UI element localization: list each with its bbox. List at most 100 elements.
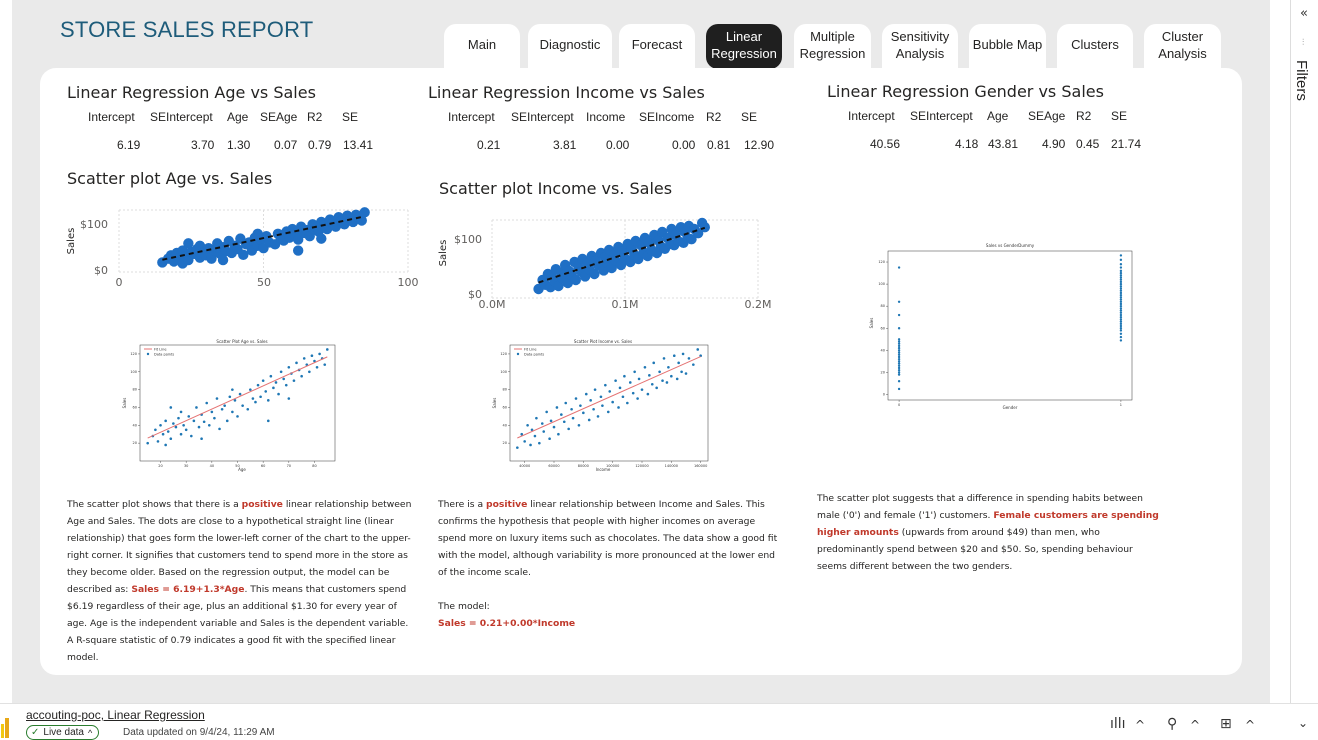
scatter-point[interactable]: [183, 238, 193, 248]
figure-point: [1120, 327, 1122, 329]
gender-regression-title: Linear Regression Gender vs Sales: [827, 82, 1104, 101]
table-cell: 0.21: [477, 138, 500, 152]
figure-point: [303, 357, 306, 360]
figure-y-label: Sales: [869, 318, 874, 329]
double-chevron-left-icon[interactable]: «: [1300, 6, 1308, 21]
figure-point: [696, 348, 699, 351]
figure-point: [1120, 325, 1122, 327]
figure-point: [541, 422, 544, 425]
format-brush-icon[interactable]: ⚲: [1167, 716, 1177, 732]
figure-point: [556, 406, 559, 409]
figure-point: [647, 393, 650, 396]
table-cell: 0.45: [1076, 137, 1099, 151]
scatter-point[interactable]: [700, 222, 710, 232]
filters-pane-collapsed[interactable]: « ⫶ Filters: [1290, 0, 1318, 705]
figure-point: [180, 411, 183, 414]
figure-point: [579, 404, 582, 407]
tab-clusters[interactable]: Clusters: [1057, 24, 1133, 69]
scatter-point[interactable]: [359, 207, 369, 217]
y-tick-label: $100: [454, 233, 482, 246]
y-tick-label: $100: [80, 218, 108, 231]
figure-point: [898, 314, 900, 316]
figure-point: [550, 420, 553, 423]
figure-point: [270, 375, 273, 378]
chevron-up-icon[interactable]: ^: [1245, 718, 1255, 732]
x-tick-label: 40000: [519, 464, 530, 468]
y-tick-label: 100: [500, 370, 507, 374]
legend-fit-label: Fit Line: [524, 348, 537, 352]
age-scatter-chart[interactable]: Sales $100 $0 0 50 100: [60, 196, 430, 296]
chevron-down-icon[interactable]: ⌄: [1298, 716, 1308, 730]
chevron-up-icon[interactable]: ^: [1135, 718, 1145, 732]
tab-sensitivity-analysis[interactable]: Sensitivity Analysis: [882, 24, 958, 69]
live-data-badge[interactable]: ✓ Live data ^: [26, 725, 99, 740]
tab-forecast[interactable]: Forecast: [619, 24, 695, 69]
figure-point: [236, 415, 239, 418]
figure-point: [164, 444, 167, 447]
scatter-point[interactable]: [316, 233, 326, 243]
scatter-point[interactable]: [218, 255, 228, 265]
figure-point: [898, 369, 900, 371]
figure-point: [655, 387, 658, 390]
add-visual-icon[interactable]: ⊞: [1220, 716, 1232, 732]
fit-line: [517, 357, 700, 438]
figure-point: [663, 357, 666, 360]
tab-multiple-regression[interactable]: Multiple Regression: [794, 24, 871, 69]
figure-point: [246, 408, 249, 411]
figure-point: [182, 424, 185, 427]
x-tick-label: 100000: [606, 464, 619, 468]
figure-point: [585, 393, 588, 396]
figure-point: [211, 411, 214, 414]
figure-point: [898, 347, 900, 349]
tab-linear-regression[interactable]: Linear Regression: [706, 24, 782, 69]
figure-point: [553, 426, 556, 429]
figure-point: [1120, 259, 1122, 261]
x-tick-label: 60: [261, 464, 265, 468]
report-name-link[interactable]: accouting-poc, Linear Regression: [26, 708, 205, 722]
figure-point: [619, 387, 622, 390]
y-tick-label: 40: [503, 423, 507, 427]
figure-point: [592, 408, 595, 411]
y-axis-label: Sales: [438, 240, 449, 267]
figure-title: Scatter Plot Age vs. Sales: [216, 339, 267, 344]
figure-point: [608, 390, 611, 393]
filters-label[interactable]: Filters: [1293, 60, 1310, 101]
table-cell: 6.19: [117, 138, 140, 152]
figure-point: [575, 397, 578, 400]
figure-point: [169, 406, 172, 409]
table-header: SEAge: [260, 110, 297, 124]
figure-point: [611, 401, 614, 404]
table-header: SEIntercept: [511, 110, 574, 124]
figure-point: [180, 433, 183, 436]
table-cell: 4.90: [1042, 137, 1065, 151]
figure-point: [1120, 298, 1122, 300]
figure-point: [673, 354, 676, 357]
figure-point: [680, 370, 683, 373]
figure-point: [1120, 294, 1122, 296]
x-tick-label: 100: [398, 276, 419, 289]
figure-point: [231, 388, 234, 391]
age-description: The scatter plot shows that there is a p…: [67, 496, 412, 666]
figure-point: [213, 417, 216, 420]
figure-point: [898, 349, 900, 351]
figure-point: [1120, 329, 1122, 331]
tab-bubble-map[interactable]: Bubble Map: [969, 24, 1046, 69]
chevron-up-icon[interactable]: ^: [1190, 718, 1200, 732]
scatter-point[interactable]: [293, 245, 303, 255]
tab-cluster-analysis[interactable]: Cluster Analysis: [1144, 24, 1221, 69]
tab-diagnostic[interactable]: Diagnostic: [528, 24, 612, 69]
visual-bars-icon[interactable]: ıllı: [1110, 716, 1126, 732]
gender-python-figure: Sales vs GenderDummy Gender Sales 0 20 40 6…: [840, 213, 1140, 413]
figure-point: [1120, 276, 1122, 278]
x-tick-label: 50: [235, 464, 239, 468]
legend-points-swatch: [517, 353, 519, 355]
tab-main[interactable]: Main: [444, 24, 520, 69]
income-scatter-chart[interactable]: Sales $100 $0 0.0M 0.1M 0.2M: [432, 206, 792, 316]
table-cell: 12.90: [744, 138, 774, 152]
status-bar: accouting-poc, Linear Regression ✓ Live …: [0, 703, 1318, 739]
figure-point: [538, 442, 541, 445]
figure-point: [323, 363, 326, 366]
figure-point: [288, 397, 291, 400]
figure-point: [285, 384, 288, 387]
table-header: Income: [586, 110, 625, 124]
